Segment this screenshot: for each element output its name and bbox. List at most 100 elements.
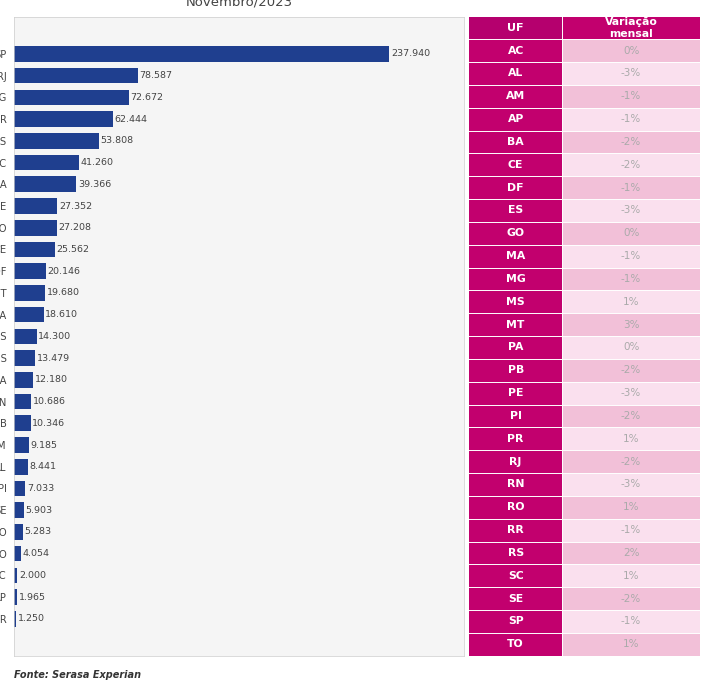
Bar <box>14 198 58 214</box>
Bar <box>14 307 43 322</box>
Text: SC: SC <box>508 571 523 581</box>
Text: UF: UF <box>508 23 524 33</box>
Bar <box>14 133 99 149</box>
FancyBboxPatch shape <box>469 404 562 428</box>
Text: RJ: RJ <box>510 457 522 466</box>
Text: 9.185: 9.185 <box>30 441 57 449</box>
Bar <box>14 155 79 170</box>
Bar <box>14 437 28 453</box>
Text: 2.000: 2.000 <box>19 571 46 580</box>
Text: PR: PR <box>508 434 524 444</box>
Text: Variação
mensal: Variação mensal <box>604 17 658 40</box>
FancyBboxPatch shape <box>562 17 700 39</box>
Text: 0%: 0% <box>623 228 639 238</box>
Text: -1%: -1% <box>621 617 641 626</box>
Text: PE: PE <box>508 388 523 398</box>
Bar <box>14 111 112 127</box>
FancyBboxPatch shape <box>469 450 562 473</box>
FancyBboxPatch shape <box>469 199 562 222</box>
FancyBboxPatch shape <box>469 564 562 587</box>
Text: 53.808: 53.808 <box>100 137 134 145</box>
FancyBboxPatch shape <box>469 290 562 313</box>
FancyBboxPatch shape <box>469 542 562 564</box>
FancyBboxPatch shape <box>562 542 700 564</box>
Text: -3%: -3% <box>621 206 641 215</box>
FancyBboxPatch shape <box>562 450 700 473</box>
FancyBboxPatch shape <box>469 268 562 290</box>
Text: 10.346: 10.346 <box>32 419 65 428</box>
Text: 39.366: 39.366 <box>77 180 111 189</box>
Bar <box>14 242 55 257</box>
Bar <box>14 589 17 605</box>
Text: 3%: 3% <box>623 320 639 330</box>
FancyBboxPatch shape <box>562 610 700 633</box>
Text: 2%: 2% <box>623 548 639 558</box>
FancyBboxPatch shape <box>562 245 700 268</box>
Text: 4.054: 4.054 <box>22 549 49 558</box>
Bar <box>14 415 31 431</box>
Text: RN: RN <box>507 479 525 490</box>
Text: -1%: -1% <box>621 525 641 535</box>
FancyBboxPatch shape <box>562 496 700 518</box>
Bar <box>14 176 76 192</box>
FancyBboxPatch shape <box>469 359 562 382</box>
Text: 1.250: 1.250 <box>18 614 45 624</box>
Bar <box>14 350 36 366</box>
Text: RS: RS <box>508 548 524 558</box>
Text: AC: AC <box>508 46 524 55</box>
Text: AL: AL <box>508 68 523 79</box>
FancyBboxPatch shape <box>469 428 562 450</box>
Text: MA: MA <box>506 251 525 261</box>
FancyBboxPatch shape <box>469 108 562 130</box>
FancyBboxPatch shape <box>562 336 700 359</box>
Text: -2%: -2% <box>621 457 641 466</box>
FancyBboxPatch shape <box>562 108 700 130</box>
Text: 41.260: 41.260 <box>81 158 114 167</box>
Text: 1%: 1% <box>623 502 639 512</box>
FancyBboxPatch shape <box>562 404 700 428</box>
Text: 1%: 1% <box>623 639 639 650</box>
Text: CE: CE <box>508 160 523 170</box>
FancyBboxPatch shape <box>562 39 700 62</box>
Text: -2%: -2% <box>621 365 641 375</box>
FancyBboxPatch shape <box>469 336 562 359</box>
FancyBboxPatch shape <box>469 62 562 85</box>
Text: 10.686: 10.686 <box>33 397 65 406</box>
FancyBboxPatch shape <box>469 496 562 518</box>
FancyBboxPatch shape <box>469 17 562 39</box>
Text: RO: RO <box>507 502 525 512</box>
FancyBboxPatch shape <box>562 154 700 176</box>
FancyBboxPatch shape <box>469 382 562 404</box>
FancyBboxPatch shape <box>469 610 562 633</box>
Text: 12.180: 12.180 <box>35 376 68 385</box>
FancyBboxPatch shape <box>562 633 700 656</box>
Text: -1%: -1% <box>621 92 641 101</box>
Bar <box>14 329 37 344</box>
Bar <box>14 372 33 388</box>
Text: -1%: -1% <box>621 251 641 261</box>
Bar <box>14 459 28 475</box>
Text: 5.283: 5.283 <box>24 527 51 536</box>
FancyBboxPatch shape <box>562 382 700 404</box>
FancyBboxPatch shape <box>562 518 700 542</box>
FancyBboxPatch shape <box>562 199 700 222</box>
Bar <box>14 89 129 105</box>
Text: -3%: -3% <box>621 388 641 398</box>
Text: -2%: -2% <box>621 594 641 604</box>
FancyBboxPatch shape <box>469 130 562 154</box>
Text: 237.940: 237.940 <box>391 49 430 59</box>
Text: 1%: 1% <box>623 571 639 581</box>
Text: -1%: -1% <box>621 114 641 124</box>
FancyBboxPatch shape <box>469 473 562 496</box>
Bar <box>14 503 23 518</box>
FancyBboxPatch shape <box>469 222 562 245</box>
Text: ES: ES <box>508 206 523 215</box>
Title: Quantidade de Tentativas de Fraude
Por Unidade Federativa -
Novembro/2023: Quantidade de Tentativas de Fraude Por U… <box>119 0 360 9</box>
FancyBboxPatch shape <box>562 587 700 610</box>
Bar <box>14 481 26 497</box>
FancyBboxPatch shape <box>562 290 700 313</box>
FancyBboxPatch shape <box>562 359 700 382</box>
Text: 13.479: 13.479 <box>37 354 70 363</box>
FancyBboxPatch shape <box>469 85 562 108</box>
Text: MT: MT <box>506 320 525 330</box>
